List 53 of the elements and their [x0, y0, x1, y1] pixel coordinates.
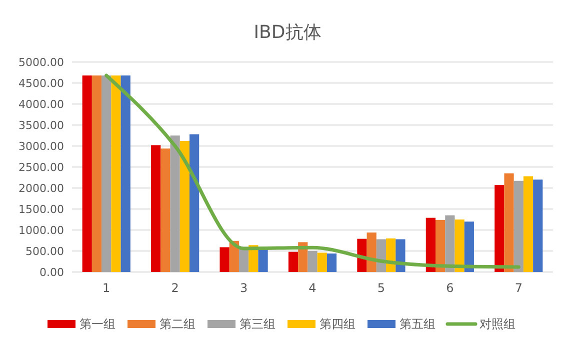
legend-label: 第四组 — [320, 317, 356, 332]
x-tick-label: 6 — [446, 281, 454, 295]
bar — [494, 185, 504, 272]
bar — [111, 75, 121, 272]
legend-label: 第二组 — [160, 317, 196, 332]
bar — [504, 173, 514, 272]
y-tick-label: 500.00 — [26, 244, 64, 258]
bar — [366, 232, 376, 272]
bar — [326, 254, 337, 272]
bar — [426, 218, 436, 272]
y-tick-label: 1500.00 — [18, 202, 64, 216]
x-tick-label: 4 — [308, 281, 316, 295]
y-tick-label: 3000.00 — [18, 140, 64, 153]
bar — [102, 75, 112, 272]
legend-label: 对照组 — [480, 317, 516, 332]
bar — [514, 180, 524, 272]
x-tick-label: 7 — [514, 281, 522, 295]
bar — [464, 222, 474, 272]
bar — [454, 220, 464, 272]
bar — [308, 251, 318, 272]
bar — [445, 215, 455, 272]
legend-label: 第三组 — [240, 317, 276, 332]
bar — [317, 252, 327, 272]
x-tick-label: 2 — [171, 281, 179, 295]
y-tick-label: 5000.00 — [18, 56, 64, 69]
legend-label: 第一组 — [80, 317, 116, 332]
bar — [82, 75, 92, 272]
bar — [120, 75, 130, 272]
bar — [190, 134, 200, 272]
bar — [170, 136, 180, 272]
bar — [160, 148, 170, 272]
y-tick-label: 0.00 — [40, 266, 64, 279]
y-tick-label: 4000.00 — [18, 98, 64, 111]
x-tick-label: 1 — [102, 281, 110, 295]
x-tick-label: 3 — [240, 281, 248, 295]
bar — [258, 248, 268, 272]
bar — [533, 180, 543, 272]
legend-label: 第五组 — [400, 317, 436, 332]
bar — [180, 140, 190, 272]
y-tick-label: 2000.00 — [18, 182, 64, 195]
y-tick-label: 4500.00 — [18, 76, 64, 90]
bar — [288, 252, 298, 272]
y-tick-label: 2500.00 — [18, 160, 64, 174]
x-tick-label: 5 — [377, 281, 386, 295]
bar — [436, 220, 446, 272]
y-tick-label: 1000.00 — [18, 224, 64, 237]
y-tick-label: 3500.00 — [18, 118, 64, 132]
line-series — [104, 74, 520, 269]
bar — [92, 75, 102, 272]
chart-title: IBD抗体 — [254, 22, 322, 43]
bar — [523, 176, 534, 272]
bar — [220, 247, 230, 272]
bar — [151, 145, 161, 272]
